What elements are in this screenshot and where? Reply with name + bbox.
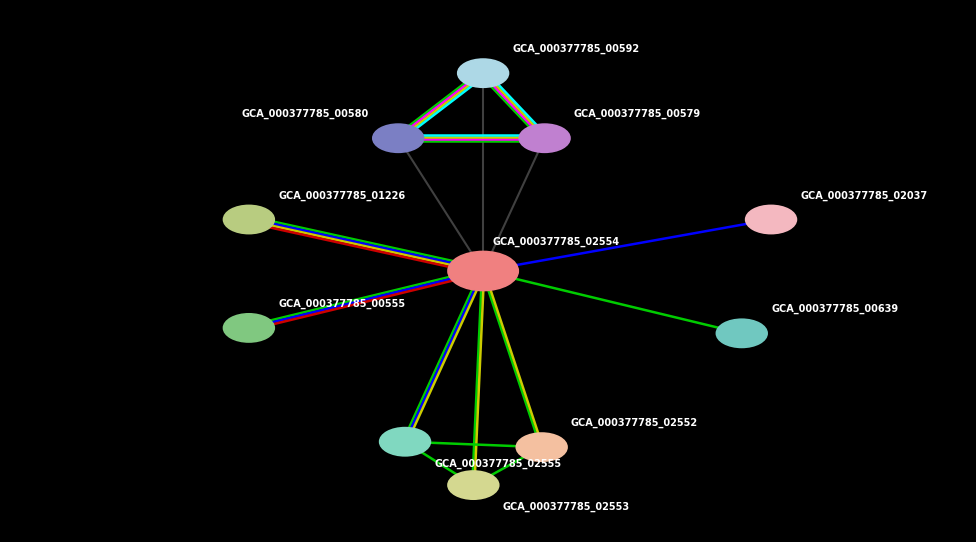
Text: GCA_000377785_00579: GCA_000377785_00579 bbox=[574, 109, 701, 119]
Text: GCA_000377785_02554: GCA_000377785_02554 bbox=[493, 236, 620, 247]
Circle shape bbox=[716, 319, 767, 347]
Circle shape bbox=[458, 59, 508, 87]
Text: GCA_000377785_00639: GCA_000377785_00639 bbox=[771, 304, 898, 314]
Circle shape bbox=[516, 433, 567, 461]
Text: GCA_000377785_02552: GCA_000377785_02552 bbox=[571, 418, 698, 428]
Text: GCA_000377785_01226: GCA_000377785_01226 bbox=[278, 190, 405, 201]
Circle shape bbox=[373, 124, 424, 152]
Circle shape bbox=[448, 251, 518, 291]
Circle shape bbox=[224, 314, 274, 342]
Text: GCA_000377785_00580: GCA_000377785_00580 bbox=[242, 109, 369, 119]
Circle shape bbox=[224, 205, 274, 234]
Circle shape bbox=[746, 205, 796, 234]
Circle shape bbox=[448, 471, 499, 499]
Text: GCA_000377785_02553: GCA_000377785_02553 bbox=[503, 502, 630, 512]
Text: GCA_000377785_00592: GCA_000377785_00592 bbox=[512, 44, 639, 54]
Text: GCA_000377785_00555: GCA_000377785_00555 bbox=[278, 299, 405, 309]
Text: GCA_000377785_02555: GCA_000377785_02555 bbox=[434, 459, 561, 469]
Circle shape bbox=[519, 124, 570, 152]
Text: GCA_000377785_02037: GCA_000377785_02037 bbox=[800, 190, 927, 201]
Circle shape bbox=[380, 428, 430, 456]
